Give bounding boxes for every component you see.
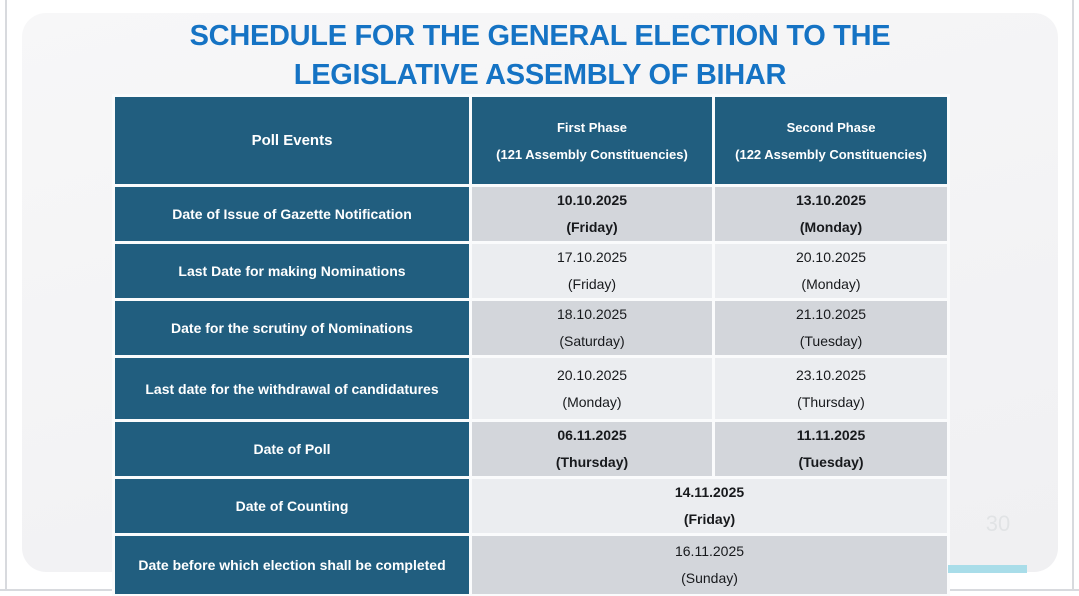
first-phase-cell: 10.10.2025 (Friday) <box>472 187 712 241</box>
event-cell: Date of Issue of Gazette Notification <box>115 187 469 241</box>
day-text: (Friday) <box>683 511 736 527</box>
day-text: (Friday) <box>566 219 618 235</box>
day-text: (Sunday) <box>681 570 738 586</box>
merged-phase-cell: 14.11.2025 (Friday) <box>472 479 947 533</box>
table-row-making-nominations: Last Date for making Nominations 17.10.2… <box>115 244 947 298</box>
table-row-election-completed: Date before which election shall be comp… <box>115 536 947 594</box>
header-first-phase-line1: First Phase <box>556 119 628 135</box>
table-row-gazette-notification: Date of Issue of Gazette Notification 10… <box>115 187 947 241</box>
day-text: (Monday) <box>562 393 622 410</box>
table-row-withdrawal-candidatures: Last date for the withdrawal of candidat… <box>115 358 947 419</box>
slide-title-line2: LEGISLATIVE ASSEMBLY OF BIHAR <box>293 59 787 91</box>
event-cell: Date for the scrutiny of Nominations <box>115 301 469 355</box>
day-text: (Tuesday) <box>799 333 863 349</box>
merged-phase-cell: 16.11.2025 (Sunday) <box>472 536 947 594</box>
event-cell: Last Date for making Nominations <box>115 244 469 298</box>
day-text: (Monday) <box>799 219 863 235</box>
header-poll-events: Poll Events <box>115 97 469 184</box>
date-text: 17.10.2025 <box>556 249 628 265</box>
page-right-border <box>1072 0 1074 591</box>
first-phase-cell: 06.11.2025 (Thursday) <box>472 422 712 476</box>
table-row-scrutiny-nominations: Date for the scrutiny of Nominations 18.… <box>115 301 947 355</box>
day-text: (Tuesday) <box>798 454 864 470</box>
slide-card: SCHEDULE FOR THE GENERAL ELECTION TO THE… <box>22 13 1058 596</box>
slide-title-line1: SCHEDULE FOR THE GENERAL ELECTION TO THE <box>189 20 891 52</box>
second-phase-cell: 23.10.2025 (Thursday) <box>715 358 947 419</box>
first-phase-cell: 17.10.2025 (Friday) <box>472 244 712 298</box>
day-text: (Friday) <box>567 276 617 292</box>
second-phase-cell: 20.10.2025 (Monday) <box>715 244 947 298</box>
date-text: 20.10.2025 <box>556 366 628 383</box>
day-text: (Saturday) <box>559 333 625 349</box>
slide-title: SCHEDULE FOR THE GENERAL ELECTION TO THE… <box>22 17 1058 95</box>
date-text: 06.11.2025 <box>557 427 627 443</box>
table-header-row: Poll Events First Phase (121 Assembly Co… <box>115 97 947 184</box>
header-first-phase-line2: (121 Assembly Constituencies) <box>496 146 688 162</box>
first-phase-cell: 20.10.2025 (Monday) <box>472 358 712 419</box>
date-text: 11.11.2025 <box>796 427 866 443</box>
date-text: 14.11.2025 <box>674 484 745 500</box>
header-first-phase: First Phase (121 Assembly Constituencies… <box>472 97 712 184</box>
event-cell: Date of Poll <box>115 422 469 476</box>
date-text: 18.10.2025 <box>556 306 628 322</box>
event-cell: Date of Counting <box>115 479 469 533</box>
first-phase-cell: 18.10.2025 (Saturday) <box>472 301 712 355</box>
second-phase-cell: 11.11.2025 (Tuesday) <box>715 422 947 476</box>
date-text: 13.10.2025 <box>795 192 867 208</box>
second-phase-cell: 21.10.2025 (Tuesday) <box>715 301 947 355</box>
table-row-date-of-counting: Date of Counting 14.11.2025 (Friday) <box>115 479 947 533</box>
page-number: 30 <box>985 511 1011 536</box>
date-text: 20.10.2025 <box>795 249 867 265</box>
header-second-phase: Second Phase (122 Assembly Constituencie… <box>715 97 947 184</box>
event-cell: Last date for the withdrawal of candidat… <box>115 358 469 419</box>
accent-bar <box>948 565 1027 573</box>
day-text: (Thursday) <box>555 454 629 470</box>
event-cell: Date before which election shall be comp… <box>115 536 469 594</box>
day-text: (Thursday) <box>797 393 865 410</box>
header-second-phase-line2: (122 Assembly Constituencies) <box>735 146 927 162</box>
election-schedule-table: Poll Events First Phase (121 Assembly Co… <box>112 94 950 596</box>
day-text: (Monday) <box>801 276 861 292</box>
header-second-phase-line1: Second Phase <box>786 119 876 135</box>
date-text: 23.10.2025 <box>795 366 867 383</box>
date-text: 16.11.2025 <box>674 543 745 559</box>
date-text: 10.10.2025 <box>556 192 628 208</box>
second-phase-cell: 13.10.2025 (Monday) <box>715 187 947 241</box>
date-text: 21.10.2025 <box>795 306 867 322</box>
page-left-border <box>5 0 7 591</box>
table-row-date-of-poll: Date of Poll 06.11.2025 (Thursday) 11.11… <box>115 422 947 476</box>
